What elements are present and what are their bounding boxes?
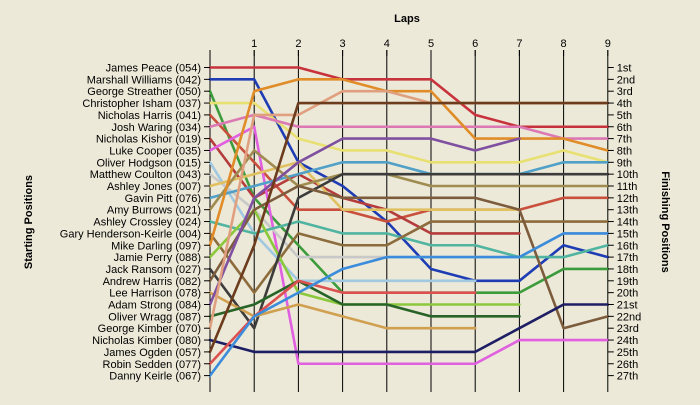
finishing-position-label: 22nd xyxy=(617,311,641,323)
starting-position-label: Oliver Wragg (087) xyxy=(108,311,201,323)
finishing-position-label: 11th xyxy=(617,181,638,193)
starting-position-label: Oliver Hodgson (015) xyxy=(96,157,201,169)
finishing-position-label: 21st xyxy=(617,300,638,312)
finishing-position-labels: 1st2nd3rd4th5th6th7th8th9th10th11th12th1… xyxy=(607,63,641,383)
starting-position-label: Ashley Jones (007) xyxy=(107,181,201,193)
starting-position-label: Nicholas Kishor (019) xyxy=(96,134,201,146)
lap-tick-labels: 1 2 3 4 5 6 7 8 9 xyxy=(251,38,611,56)
starting-position-label: Nicholas Kimber (080) xyxy=(92,335,201,347)
series-line xyxy=(208,113,610,140)
series-line xyxy=(208,172,610,330)
finishing-position-label: 25th xyxy=(617,347,638,359)
finishing-position-label: 7th xyxy=(617,134,632,146)
finishing-position-label: 4th xyxy=(617,98,632,110)
starting-position-label: Amy Burrows (021) xyxy=(107,205,201,217)
finishing-position-label: 3rd xyxy=(617,86,633,98)
finishing-position-label: 1st xyxy=(617,63,632,75)
finishing-position-label: 5th xyxy=(617,110,632,122)
series-line xyxy=(208,232,610,377)
finishing-position-label: 18th xyxy=(617,264,638,276)
series-line xyxy=(208,101,610,354)
finishing-position-label: 20th xyxy=(617,288,638,300)
finishing-position-label: 17th xyxy=(617,252,638,264)
finishing-position-label: 12th xyxy=(617,193,638,205)
starting-position-label: Christopher Isham (037) xyxy=(82,98,201,110)
lap-tick-label: 4 xyxy=(384,38,390,50)
starting-position-label: Luke Cooper (035) xyxy=(109,145,201,157)
finishing-position-label: 9th xyxy=(617,157,632,169)
finishing-positions-axis-title: Finishing Positions xyxy=(659,171,671,272)
lap-tick-label: 6 xyxy=(472,38,478,50)
series-line xyxy=(208,161,521,211)
lines-layer xyxy=(208,66,610,377)
starting-position-label: Adam Strong (084) xyxy=(108,300,201,312)
starting-position-label: Ashley Crossley (024) xyxy=(93,217,201,229)
series-line xyxy=(208,184,610,330)
starting-position-label: Marshall Williams (042) xyxy=(87,74,201,86)
finishing-position-label: 27th xyxy=(617,371,638,383)
starting-position-label: Mike Darling (097) xyxy=(111,240,201,252)
finishing-position-label: 16th xyxy=(617,240,638,252)
lap-tick-label: 8 xyxy=(561,38,567,50)
starting-position-label: Andrew Harris (082) xyxy=(103,276,201,288)
starting-position-label: Gavin Pitt (076) xyxy=(125,193,201,205)
finishing-position-label: 19th xyxy=(617,276,638,288)
lap-tick-label: 7 xyxy=(516,38,522,50)
starting-position-label: Robin Sedden (077) xyxy=(103,359,201,371)
finishing-position-label: 10th xyxy=(617,169,638,181)
starting-position-label: Nicholas Harris (041) xyxy=(98,110,201,122)
starting-position-label: Jamie Perry (088) xyxy=(114,252,201,264)
starting-position-label: Jack Ransom (027) xyxy=(106,264,201,276)
starting-position-label: Danny Keirle (067) xyxy=(109,371,201,383)
lap-tick-label: 3 xyxy=(340,38,346,50)
series-line xyxy=(208,220,610,259)
lap-tick-label: 2 xyxy=(295,38,301,50)
finishing-position-label: 6th xyxy=(617,122,632,134)
finishing-position-label: 24th xyxy=(617,335,638,347)
starting-position-label: Gary Henderson-Keirle (004) xyxy=(60,228,201,240)
lap-tick-label: 1 xyxy=(251,38,257,50)
finishing-position-label: 15th xyxy=(617,228,638,240)
finishing-position-label: 2nd xyxy=(617,74,635,86)
finishing-position-label: 13th xyxy=(617,205,638,217)
series-line xyxy=(208,279,521,318)
finishing-position-label: 26th xyxy=(617,359,638,371)
series-line xyxy=(208,149,610,211)
finishing-position-label: 8th xyxy=(617,145,632,157)
series-line xyxy=(208,303,610,354)
starting-position-label: James Peace (054) xyxy=(106,63,201,75)
finishing-position-label: 14th xyxy=(617,217,638,229)
series-line xyxy=(208,78,610,247)
starting-position-label: Lee Harrison (078) xyxy=(109,288,201,300)
starting-position-label: Josh Waring (034) xyxy=(112,122,201,134)
starting-position-label: James Ogden (057) xyxy=(104,347,201,359)
lap-tick-label: 5 xyxy=(428,38,434,50)
lap-tick-label: 9 xyxy=(605,38,611,50)
finishing-position-label: 23rd xyxy=(617,323,639,335)
series-line xyxy=(208,137,521,306)
series-line xyxy=(208,137,521,235)
starting-positions-axis-title: Starting Positions xyxy=(23,175,35,269)
series-line xyxy=(208,125,610,366)
starting-position-labels: James Peace (054)Marshall Williams (042)… xyxy=(60,63,210,383)
laps-axis-title: Laps xyxy=(394,13,420,25)
starting-position-label: George Streather (050) xyxy=(87,86,201,98)
series-line xyxy=(208,66,610,129)
starting-position-label: George Kimber (070) xyxy=(98,323,201,335)
starting-position-label: Matthew Coulton (043) xyxy=(90,169,201,181)
